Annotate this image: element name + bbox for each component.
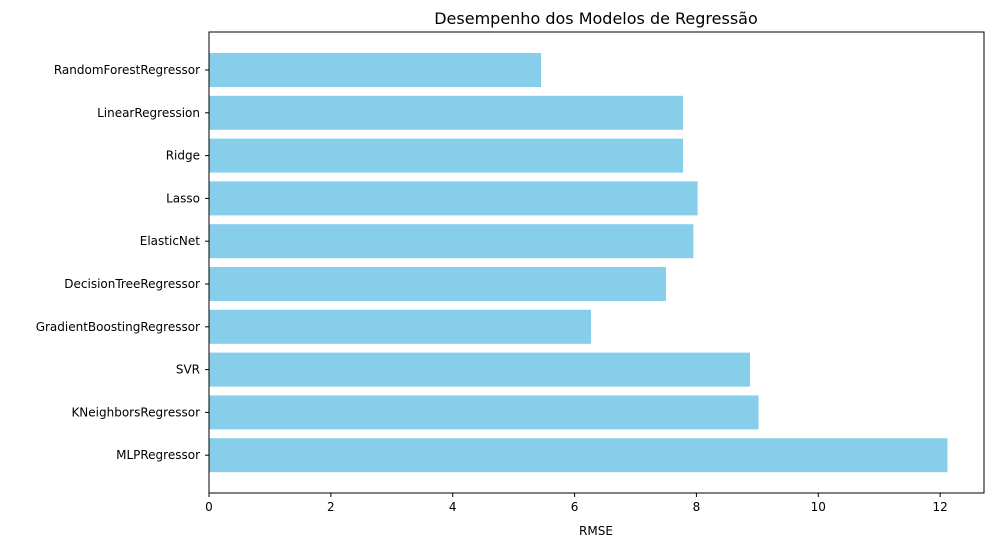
bar-kneighborsregressor [209,395,759,430]
y-tick-label: KNeighborsRegressor [71,405,200,419]
bar-lasso [209,181,698,216]
y-tick-label: LinearRegression [97,106,200,120]
bar-mlpregressor [209,438,948,473]
x-tick-label: 6 [571,500,579,514]
y-tick-label: MLPRegressor [116,448,200,462]
x-tick-label: 12 [932,500,947,514]
y-tick-label: DecisionTreeRegressor [64,277,200,291]
y-tick-label: ElasticNet [140,234,201,248]
y-tick-label: Ridge [166,149,200,163]
y-tick-label: SVR [176,363,200,377]
bars-group [209,53,948,473]
y-tick-label: Lasso [166,191,200,205]
bar-linearregression [209,95,684,130]
y-tick-label: RandomForestRegressor [54,63,200,77]
bar-ridge [209,138,684,173]
x-tick-label: 2 [327,500,335,514]
chart-title: Desempenho dos Modelos de Regressão [434,9,758,28]
bar-gradientboostingregressor [209,309,592,344]
bar-decisiontreeregressor [209,267,666,301]
x-tick-label: 8 [693,500,701,514]
x-tick-label: 0 [205,500,213,514]
bar-randomforestregressor [209,53,542,87]
bar-elasticnet [209,224,694,259]
x-axis: 0 2 4 6 8 10 12 [205,493,948,514]
y-tick-label: GradientBoostingRegressor [36,320,200,334]
bar-svr [209,352,751,387]
x-axis-label: RMSE [579,524,613,538]
x-tick-label: 4 [449,500,457,514]
y-axis: RandomForestRegressor LinearRegression Rid… [36,63,209,462]
x-tick-label: 10 [811,500,826,514]
plot-frame [208,31,985,494]
